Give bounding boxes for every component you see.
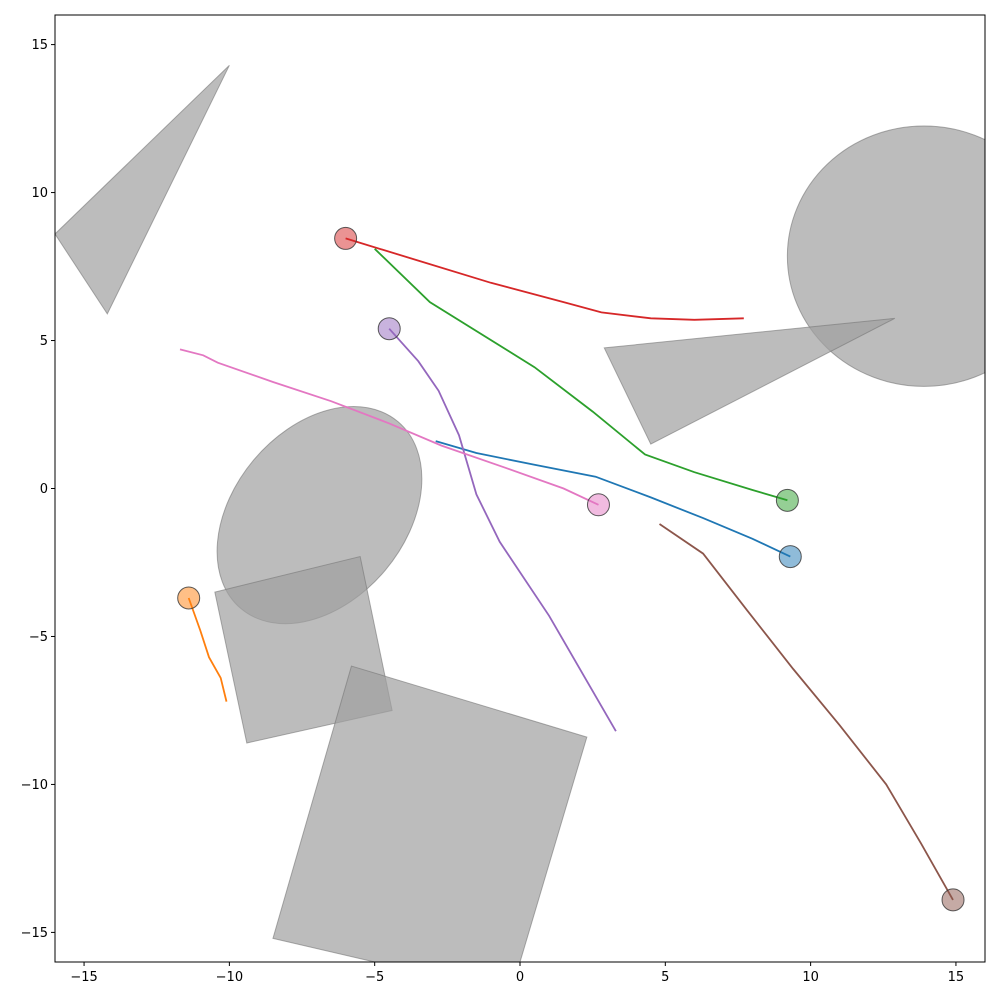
agent-marker-5 [377,317,401,341]
x-tick-label: −10 [216,970,243,985]
trajectory-line-6 [658,523,954,901]
trajectory-line-3 [374,248,788,502]
agent-marker-2 [177,586,201,610]
y-tick-label: 5 [40,334,48,349]
y-tick-label: −10 [21,778,48,793]
obstacle-polygon-3 [603,317,896,445]
y-tick-label: 0 [40,482,48,497]
y-tick-label: −5 [29,630,48,645]
series-layer [179,237,954,901]
x-tick-label: 10 [802,970,819,985]
agent-marker-6 [941,888,965,912]
y-axis: −15 −10 −5 0 5 10 15 [21,38,55,941]
x-tick-label: 15 [948,970,965,985]
obstacle-layer [55,64,985,962]
x-tick-label: −15 [70,970,97,985]
agent-marker-4 [334,226,358,250]
trajectory-line-7 [179,348,599,506]
marker-layer [177,226,965,912]
agent-marker-1 [778,545,802,569]
trajectory-line-2 [187,597,228,702]
y-tick-label: 10 [31,186,48,201]
y-tick-label: −15 [21,926,48,941]
obstacle-ellipse-2 [786,125,985,387]
y-tick-label: 15 [31,38,48,53]
x-tick-label: −5 [365,970,384,985]
agent-marker-3 [775,488,799,512]
obstacle-polygon-6 [272,665,588,962]
x-axis: −15 −10 −5 0 5 10 15 [70,962,964,985]
x-tick-label: 5 [661,970,669,985]
agent-marker-7 [586,493,610,517]
trajectory-line-4 [345,237,744,321]
trajectory-line-5 [388,328,617,732]
x-tick-label: 0 [516,970,524,985]
obstacle-polygon-1 [55,64,230,315]
trajectory-line-1 [435,440,791,558]
